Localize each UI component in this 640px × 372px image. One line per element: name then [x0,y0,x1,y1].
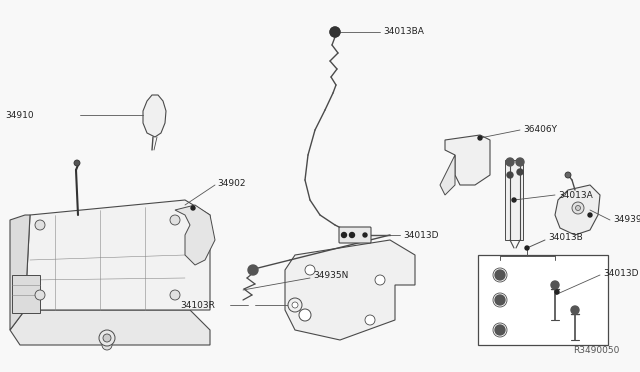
Circle shape [507,172,513,178]
Bar [478,255,608,345]
Text: 34013D: 34013D [403,231,438,240]
Circle shape [288,298,302,312]
Circle shape [35,290,45,300]
Circle shape [512,198,516,202]
Circle shape [35,220,45,230]
Circle shape [191,206,195,210]
Circle shape [330,27,340,37]
Polygon shape [285,240,415,340]
Circle shape [299,309,311,321]
Circle shape [525,246,529,250]
Circle shape [365,315,375,325]
Polygon shape [10,215,30,330]
Circle shape [170,290,180,300]
Circle shape [102,340,112,350]
Circle shape [571,306,579,314]
Text: 34013A: 34013A [558,190,593,199]
Circle shape [332,29,338,35]
Circle shape [506,158,514,166]
Circle shape [349,232,355,237]
Circle shape [248,265,258,275]
Text: R3490050: R3490050 [573,346,620,355]
Polygon shape [440,155,455,195]
Circle shape [517,169,523,175]
Polygon shape [143,95,166,137]
Circle shape [375,275,385,285]
Bar [505,160,523,240]
Circle shape [551,281,559,289]
Circle shape [342,232,346,237]
Circle shape [572,202,584,214]
Circle shape [575,205,580,211]
Circle shape [170,215,180,225]
Circle shape [99,330,115,346]
Circle shape [495,270,505,280]
Text: 34013B: 34013B [548,232,583,241]
Text: 36406Y: 36406Y [523,125,557,135]
Text: 34935N: 34935N [313,272,348,280]
Circle shape [495,325,505,335]
Circle shape [555,290,559,294]
Circle shape [516,158,524,166]
Text: 34103R: 34103R [180,301,215,310]
FancyBboxPatch shape [339,227,371,243]
Circle shape [495,295,505,305]
Polygon shape [175,205,215,265]
Text: 34939: 34939 [613,215,640,224]
Polygon shape [555,185,600,235]
Text: 34910: 34910 [5,110,34,119]
Circle shape [478,136,482,140]
Circle shape [103,334,111,342]
Circle shape [363,233,367,237]
Circle shape [74,160,80,166]
Circle shape [565,172,571,178]
Polygon shape [445,135,490,185]
Bar [12,275,40,313]
Text: 34902: 34902 [217,179,246,187]
Polygon shape [25,200,210,310]
Text: 34013D: 34013D [603,269,639,278]
Circle shape [588,213,592,217]
Polygon shape [10,310,210,345]
Circle shape [292,302,298,308]
Circle shape [305,265,315,275]
Text: 34013BA: 34013BA [383,28,424,36]
